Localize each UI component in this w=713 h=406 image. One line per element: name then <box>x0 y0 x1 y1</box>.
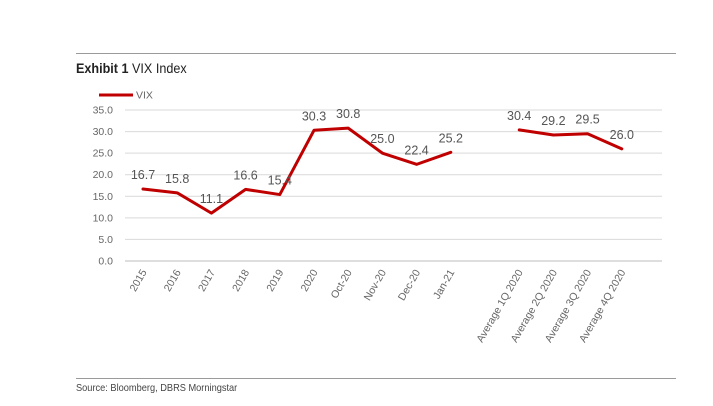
x-axis-labels: 2015 2016 2017 2018 2019 2020 Oct-20 Nov-20 Dec-… <box>128 267 629 344</box>
data-label: 29.5 <box>575 113 599 127</box>
data-label: 16.7 <box>131 168 155 182</box>
x-tick-label: 2020 <box>299 267 321 293</box>
y-tick-label: 30.0 <box>93 126 114 138</box>
x-tick-label: Dec-20 <box>396 267 423 302</box>
bottom-rule <box>76 378 676 379</box>
vix-series-line <box>141 126 453 215</box>
data-label: 30.3 <box>302 109 326 123</box>
data-label: 26.0 <box>610 128 634 142</box>
series-lines <box>141 126 624 215</box>
data-label: 16.6 <box>233 168 257 182</box>
x-tick-label: Nov-20 <box>362 267 389 302</box>
x-tick-label: 2016 <box>162 267 184 293</box>
y-tick-label: 10.0 <box>93 212 114 224</box>
title-text: VIX Index <box>132 60 187 76</box>
exhibit-label: Exhibit 1 <box>76 60 129 76</box>
vix-series-line <box>517 128 624 151</box>
x-tick-label: 2018 <box>230 267 252 293</box>
legend-label: VIX <box>136 90 153 102</box>
x-tick-label: Jan-21 <box>431 267 458 301</box>
x-tick-label: Oct-20 <box>329 267 355 300</box>
y-tick-label: 20.0 <box>93 169 114 181</box>
top-rule <box>76 53 676 54</box>
gridlines <box>125 109 662 262</box>
y-tick-label: 25.0 <box>93 148 114 160</box>
chart-title: Exhibit 1 VIX Index <box>76 60 187 76</box>
y-tick-label: 15.0 <box>93 191 114 203</box>
data-label: 15.8 <box>165 172 189 186</box>
y-tick-label: 35.0 <box>93 105 114 117</box>
data-label: 30.4 <box>507 109 531 123</box>
x-tick-label: 2017 <box>196 267 218 293</box>
x-tick-label: 2019 <box>264 267 286 293</box>
y-tick-label: 0.0 <box>98 256 113 268</box>
data-label: 25.2 <box>439 131 463 145</box>
data-label: 22.4 <box>404 143 428 157</box>
y-axis-labels: 0.0 5.0 10.0 15.0 20.0 25.0 30.0 35.0 <box>93 105 114 268</box>
data-label: 29.2 <box>541 114 565 128</box>
data-label: 15.4 <box>268 174 292 188</box>
data-label: 11.1 <box>200 192 223 206</box>
legend: VIX <box>99 90 153 102</box>
source-note: Source: Bloomberg, DBRS Morningstar <box>76 382 238 394</box>
data-label: 30.8 <box>336 107 360 121</box>
data-labels: 16.7 15.8 11.1 16.6 15.4 30.3 30.8 25.0 22.4 25.2… <box>131 107 634 206</box>
x-tick-label: 2015 <box>128 267 150 293</box>
y-tick-label: 5.0 <box>98 234 113 246</box>
data-label: 25.0 <box>370 132 394 146</box>
